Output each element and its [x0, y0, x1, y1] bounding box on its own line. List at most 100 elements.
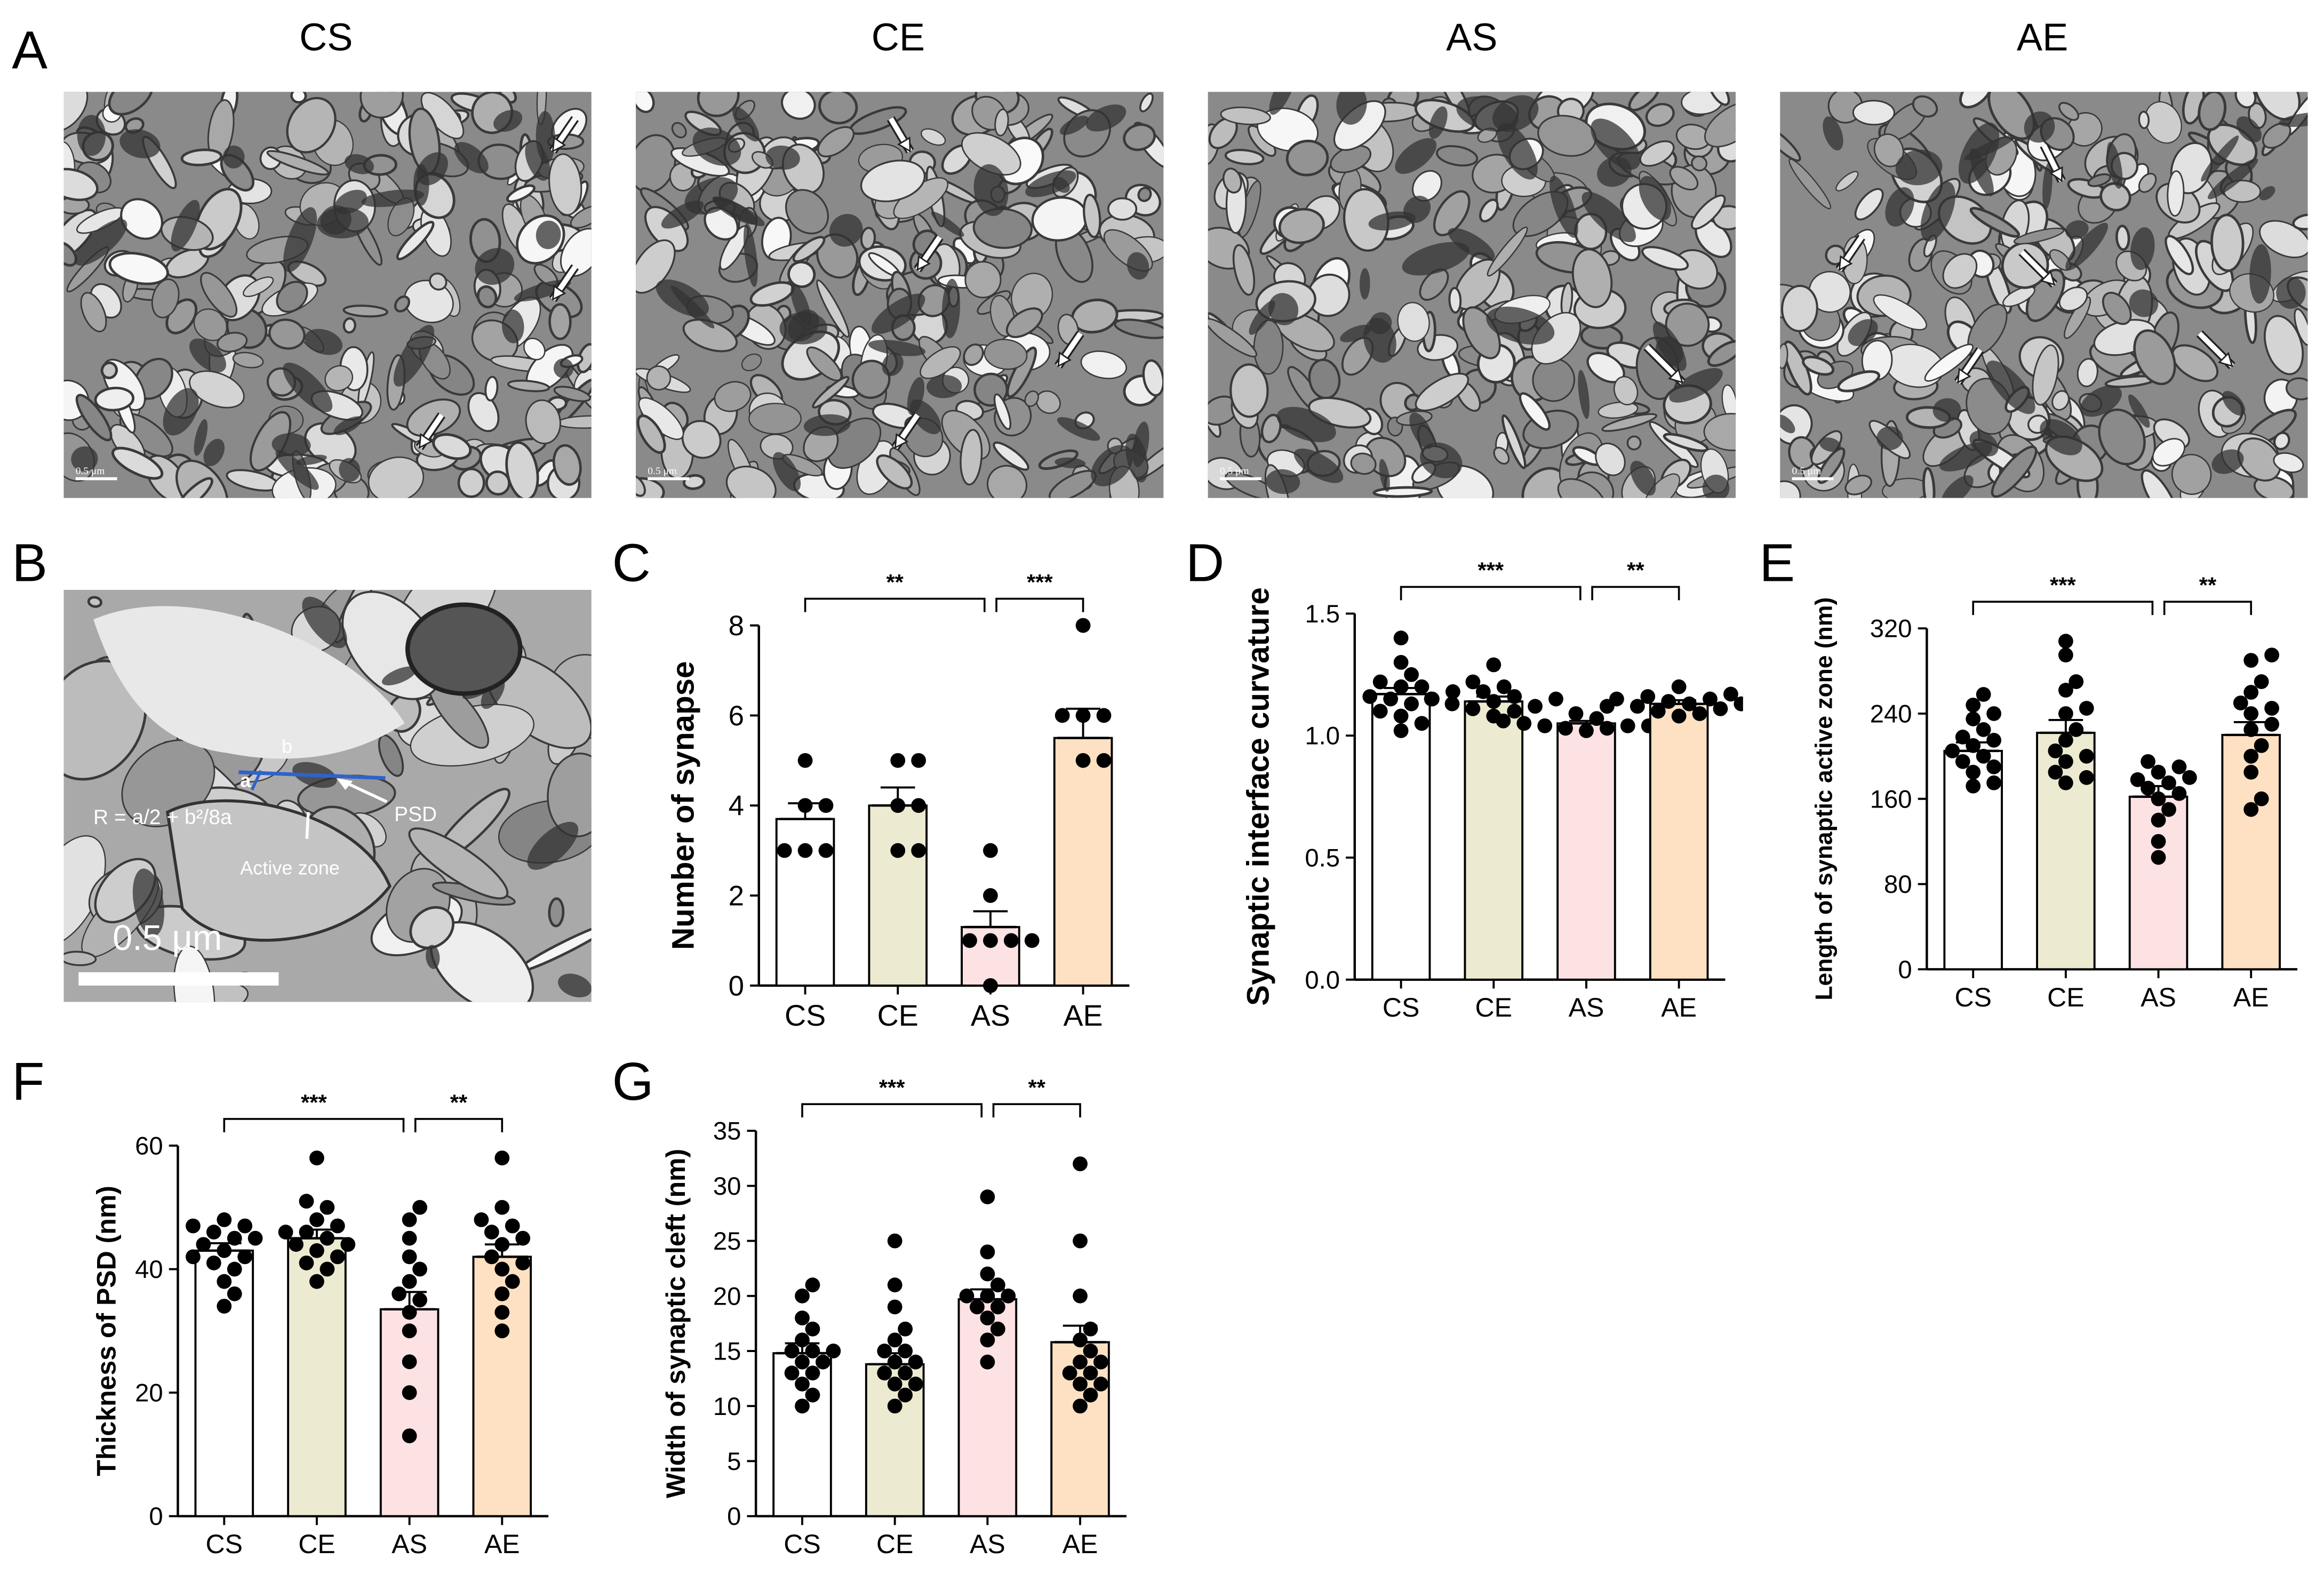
- y-tick-label: 5: [727, 1448, 741, 1476]
- data-point-cs: [1966, 711, 1981, 726]
- em-organelle: [636, 92, 655, 113]
- data-point-cs: [1414, 716, 1429, 731]
- data-point-as: [402, 1323, 417, 1339]
- em-organelle: [1817, 447, 1846, 484]
- em-dark-structure: [344, 154, 374, 174]
- data-point-cs: [1445, 684, 1460, 699]
- arrow-head: [552, 284, 566, 301]
- em-organelle: [268, 318, 306, 350]
- x-tick-label-cs: CS: [784, 1529, 820, 1559]
- em-dark-structure: [1055, 457, 1086, 468]
- em-image-ce: 0.5 μm: [636, 92, 1164, 498]
- scale-bar: [648, 477, 690, 481]
- data-point-ce: [299, 1225, 314, 1240]
- data-point-ae: [474, 1212, 489, 1227]
- data-point-cs: [1986, 775, 2002, 790]
- em-dark-structure: [868, 340, 926, 356]
- em-organelle: [485, 470, 510, 496]
- em-organelle: [1991, 445, 2038, 498]
- data-point-ae: [2254, 791, 2269, 806]
- em-organelle: [2115, 225, 2130, 251]
- y-tick-label: 6: [729, 700, 744, 732]
- scale-bar-label-b: 0.5 μm: [113, 918, 222, 959]
- em-organelle: [1253, 319, 1284, 375]
- em-organelle: [553, 386, 592, 402]
- em-organelle: [963, 343, 984, 366]
- em-organelle: [2001, 241, 2049, 289]
- em-dark-structure: [283, 362, 333, 412]
- em-organelle: [851, 359, 891, 399]
- data-point-ae: [1093, 1377, 1108, 1392]
- em-dark-structure: [1848, 319, 1878, 346]
- em-dark-structure: [1497, 123, 1538, 180]
- data-point-ae: [494, 1261, 510, 1277]
- em-dark-structure: [271, 433, 311, 457]
- scale-bar: [1792, 477, 1834, 481]
- data-point-cs: [1372, 674, 1388, 690]
- data-point-as: [990, 1277, 1005, 1293]
- data-point-ce: [887, 1377, 903, 1392]
- em-organelle: [1350, 452, 1377, 475]
- data-point-ae: [1692, 706, 1707, 721]
- x-tick-label-as: AS: [970, 1529, 1005, 1559]
- em-dark-structure: [222, 145, 245, 169]
- curvature-formula: R = a/2 + b²/8a: [93, 804, 232, 829]
- data-point-cs: [237, 1218, 253, 1234]
- data-point-cs: [795, 1354, 810, 1370]
- em-dark-structure: [772, 452, 801, 492]
- data-point-ce: [887, 1398, 903, 1414]
- x-tick-label-as: AS: [1569, 993, 1604, 1022]
- em-organelle: [2051, 390, 2070, 411]
- arrow-head: [2040, 270, 2056, 286]
- em-organelle: [1626, 435, 1642, 451]
- arrow-head: [552, 137, 566, 153]
- data-point-ae: [494, 1286, 510, 1301]
- em-organelle: [2292, 213, 2308, 230]
- em-organelle: [993, 441, 1029, 471]
- data-point-ae: [484, 1249, 499, 1265]
- arrow-head: [916, 255, 931, 271]
- data-point-ce: [2069, 674, 2084, 689]
- panel-letter-g: G: [612, 1051, 654, 1112]
- em-dark-structure: [744, 223, 758, 287]
- em-organelle: [1959, 92, 1993, 109]
- em-dark-structure: [393, 325, 435, 387]
- data-point-cs: [1404, 696, 1419, 711]
- em-dark-structure: [189, 338, 226, 373]
- em-dark-structure: [1409, 412, 1434, 449]
- data-point-ce: [890, 753, 906, 768]
- em-organelle: [2138, 173, 2157, 193]
- data-point-ae: [1671, 708, 1687, 724]
- em-dark-structure: [2259, 186, 2275, 201]
- panel-letter-b: B: [12, 532, 47, 593]
- em-dark-structure: [1492, 95, 1539, 132]
- em-organelle: [2098, 408, 2146, 466]
- em-organelle: [189, 370, 245, 409]
- em-organelle: [1436, 145, 1479, 167]
- data-point-as: [402, 1354, 417, 1370]
- em-organelle: [1229, 363, 1269, 418]
- em-organelle: [1372, 486, 1433, 498]
- panel-a-header-ae: AE: [2016, 14, 2069, 60]
- em-organelle: [1613, 375, 1639, 405]
- bar-ae: [1050, 1341, 1110, 1517]
- data-point-cs: [1393, 723, 1409, 738]
- data-point-ce: [908, 1377, 923, 1392]
- em-organelle: [1788, 158, 1832, 210]
- data-point-cs: [1976, 687, 1991, 702]
- em-mitochondrion: [405, 602, 523, 696]
- y-tick-label: 0.0: [1305, 966, 1340, 994]
- em-dark-structure: [74, 219, 127, 266]
- em-organelle: [816, 279, 850, 338]
- em-organelle: [964, 261, 1002, 299]
- x-tick-label-as: AS: [2141, 982, 2176, 1012]
- em-dark-structure: [171, 199, 200, 252]
- data-point-ce: [320, 1200, 335, 1215]
- significance-label: **: [2199, 572, 2217, 597]
- em-organelle: [2285, 377, 2308, 401]
- em-organelle: [1397, 302, 1430, 342]
- em-dark-structure: [1057, 417, 1100, 441]
- em-organelle: [2253, 475, 2295, 498]
- data-point-ce: [887, 1299, 903, 1315]
- em-organelle: [2013, 227, 2065, 245]
